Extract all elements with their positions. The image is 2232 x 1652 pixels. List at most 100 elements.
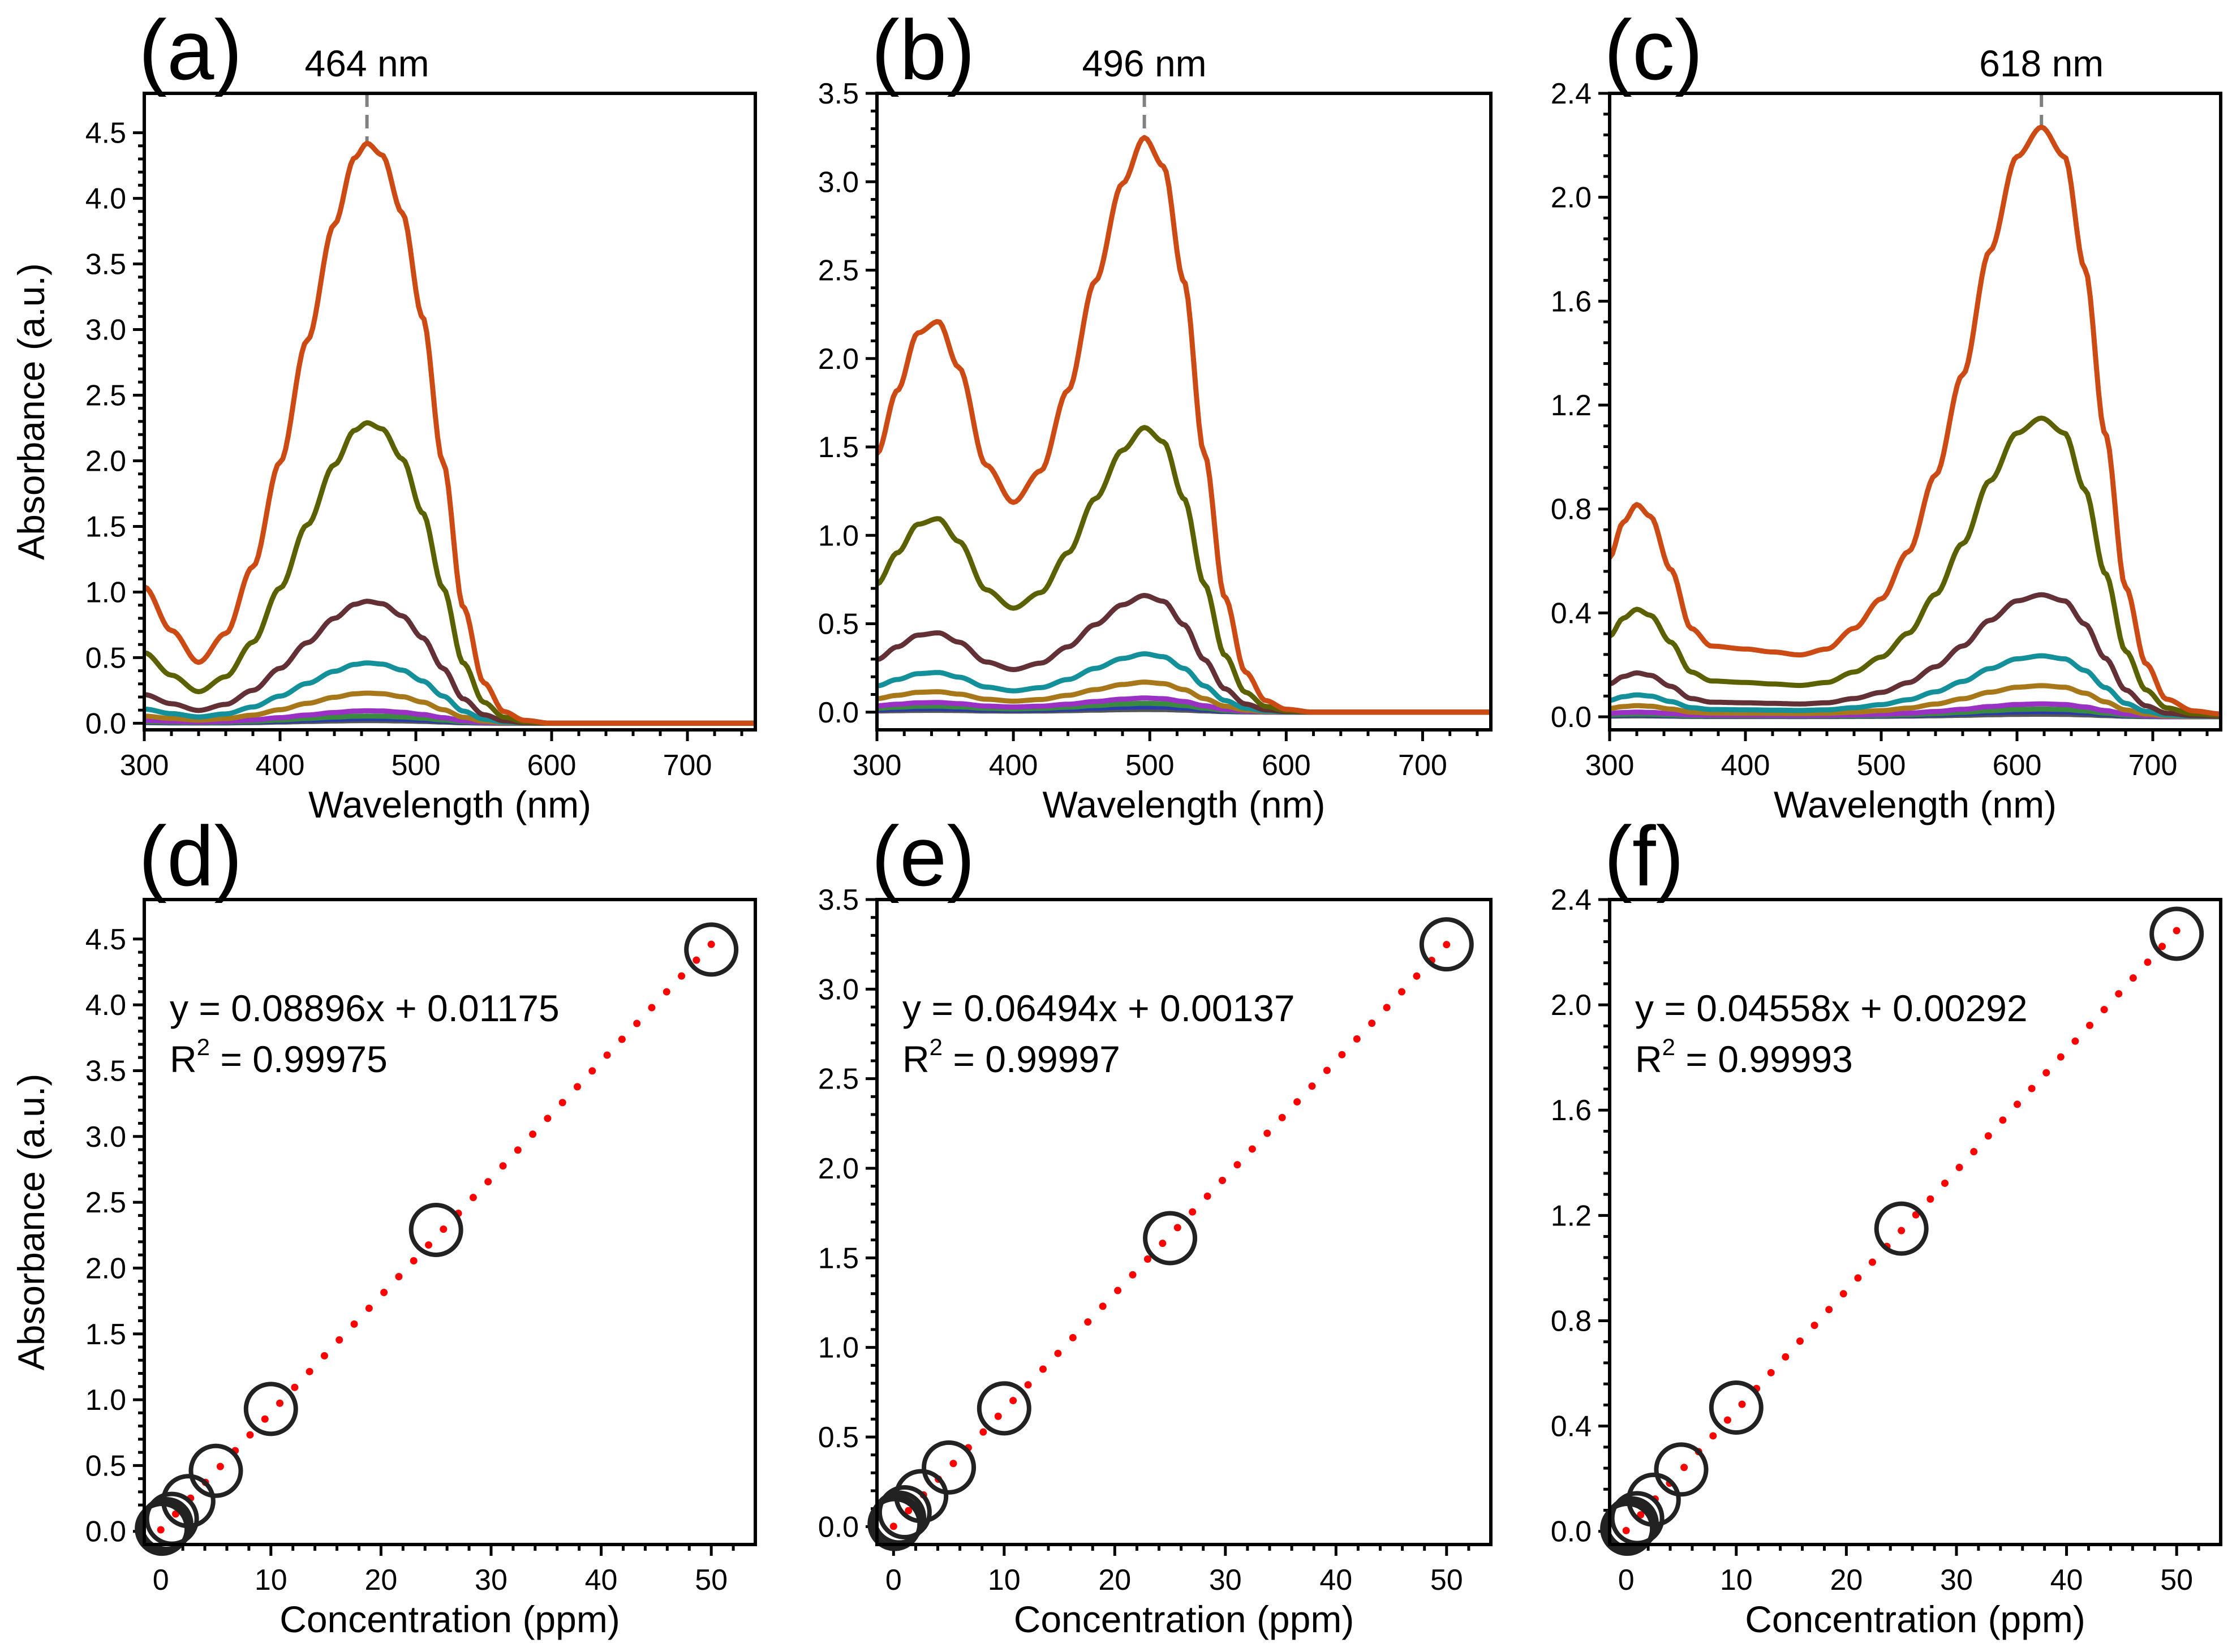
fit-line-dot xyxy=(2100,1005,2108,1013)
x-tick-label: 0 xyxy=(1618,1564,1635,1597)
fit-line-dot xyxy=(1810,1322,1818,1330)
y-tick-label: 2.0 xyxy=(85,1252,126,1285)
y-tick-label: 3.0 xyxy=(85,314,126,347)
fit-line-dot xyxy=(1338,1051,1346,1059)
y-tick-label: 1.2 xyxy=(1551,389,1592,422)
x-tick-label: 50 xyxy=(695,1564,728,1597)
fit-line-dot xyxy=(588,1067,596,1075)
x-tick-label: 10 xyxy=(988,1564,1021,1597)
y-tick-label: 0.0 xyxy=(818,1511,859,1543)
fit-line-dot xyxy=(1069,1333,1077,1341)
fit-line-dot xyxy=(484,1178,492,1186)
x-tick-label: 40 xyxy=(585,1564,618,1597)
plot-frame xyxy=(143,898,757,1546)
fit-line-dot xyxy=(1143,1255,1151,1263)
y-tick-label: 2.0 xyxy=(818,343,859,376)
y-tick-label: 2.0 xyxy=(1551,989,1592,1022)
fit-line-dot xyxy=(1443,941,1451,949)
x-tick-label: 20 xyxy=(1098,1564,1131,1597)
fit-line-dot xyxy=(350,1320,358,1328)
r-squared-exponent: 2 xyxy=(1662,1034,1675,1060)
x-axis-label: Wavelength (nm) xyxy=(1042,784,1325,825)
y-tick-label: 3.0 xyxy=(85,1121,126,1154)
y-tick-label: 1.5 xyxy=(818,1242,859,1275)
fit-equation: y = 0.08896x + 0.01175 xyxy=(170,987,560,1029)
y-tick-label: 1.0 xyxy=(818,1332,859,1365)
fit-line-dot xyxy=(544,1115,552,1122)
fit-line-dot xyxy=(1353,1035,1361,1043)
panel-label: (c) xyxy=(1604,2,1703,97)
fit-line-dot xyxy=(1637,1511,1645,1518)
peak-wavelength-label: 464 nm xyxy=(305,42,429,84)
fit-line-dot xyxy=(1709,1432,1717,1440)
fit-line-dot xyxy=(1926,1195,1934,1203)
fit-line-dot xyxy=(1189,1208,1197,1216)
spectrum-line-50ppm xyxy=(877,135,1491,715)
panel-label: (a) xyxy=(139,2,242,97)
y-tick-label: 0.8 xyxy=(1551,493,1592,526)
r-squared-prefix: R xyxy=(902,1038,930,1080)
fit-line-dot xyxy=(1941,1179,1949,1187)
y-tick-label: 0.5 xyxy=(818,1421,859,1454)
y-axis-label: Absorbance (a.u.) xyxy=(10,1074,52,1371)
r-squared-label: R2 = 0.99993 xyxy=(1635,1034,1853,1080)
x-tick-label: 40 xyxy=(2050,1564,2083,1597)
fit-line-dot xyxy=(1263,1129,1271,1137)
fit-line-dot xyxy=(1084,1318,1092,1326)
y-tick-label: 1.0 xyxy=(85,1384,126,1417)
y-tick-label: 2.5 xyxy=(85,380,126,412)
fit-line-dot xyxy=(1233,1161,1241,1169)
fit-line-dot xyxy=(905,1507,913,1515)
fit-line-dot xyxy=(603,1051,611,1059)
fit-line-dot xyxy=(336,1336,343,1344)
y-axis-label: Absorbance (a.u.) xyxy=(10,263,52,560)
fit-line-dot xyxy=(1782,1353,1790,1361)
fit-line-dot xyxy=(276,1399,284,1407)
x-tick-label: 500 xyxy=(1857,749,1906,782)
r-squared-value: = 0.99993 xyxy=(1675,1038,1853,1080)
y-tick-label: 0.0 xyxy=(1551,701,1592,734)
data-point-marker xyxy=(188,1443,243,1498)
fit-line-dot xyxy=(1219,1177,1227,1185)
x-tick-label: 600 xyxy=(527,749,577,782)
fit-line-dot xyxy=(395,1273,403,1281)
fit-line-dot xyxy=(469,1194,477,1202)
fit-line-dot xyxy=(1839,1290,1847,1298)
fit-line-dot xyxy=(1009,1397,1017,1405)
fit-line-dot xyxy=(514,1146,522,1154)
data-point-marker xyxy=(877,1485,932,1539)
data-point-marker xyxy=(1654,1442,1709,1497)
panel-label: (f) xyxy=(1604,808,1684,904)
spectrum-line-25ppm xyxy=(1610,415,2221,718)
x-tick-label: 30 xyxy=(475,1564,508,1597)
y-tick-label: 0.0 xyxy=(818,696,859,729)
y-tick-label: 4.0 xyxy=(85,183,126,216)
spectrum-line-10ppm xyxy=(1610,592,2221,719)
fit-line-dot xyxy=(1413,972,1421,980)
r-squared-label: R2 = 0.99997 xyxy=(902,1034,1120,1080)
fit-line-dot xyxy=(1203,1192,1211,1200)
spectrum-line-5ppm xyxy=(1610,653,2221,719)
data-point-marker xyxy=(1419,917,1474,972)
x-tick-label: 600 xyxy=(1993,749,2042,782)
y-tick-label: 4.5 xyxy=(85,923,126,956)
fit-line-dot xyxy=(1308,1082,1316,1090)
y-tick-label: 2.5 xyxy=(85,1186,126,1219)
fit-line-dot xyxy=(2014,1100,2022,1108)
x-tick-label: 50 xyxy=(2160,1564,2193,1597)
x-tick-label: 400 xyxy=(989,749,1038,782)
fit-line-dot xyxy=(365,1304,373,1312)
x-axis-label: Wavelength (nm) xyxy=(1774,784,2057,825)
data-point-marker xyxy=(684,922,739,977)
plot-frame xyxy=(875,898,1493,1546)
fit-line-dot xyxy=(320,1352,328,1360)
fit-line-dot xyxy=(1383,1004,1391,1012)
spectrum-line-2.5ppm xyxy=(1610,683,2221,720)
x-tick-label: 700 xyxy=(1398,749,1447,782)
fit-line-dot xyxy=(1159,1240,1167,1247)
plot-area xyxy=(877,93,1491,715)
r-squared-value: = 0.99975 xyxy=(210,1038,388,1080)
fit-line-dot xyxy=(1368,1019,1376,1027)
y-tick-label: 2.0 xyxy=(1551,182,1592,214)
x-tick-label: 30 xyxy=(1940,1564,1973,1597)
